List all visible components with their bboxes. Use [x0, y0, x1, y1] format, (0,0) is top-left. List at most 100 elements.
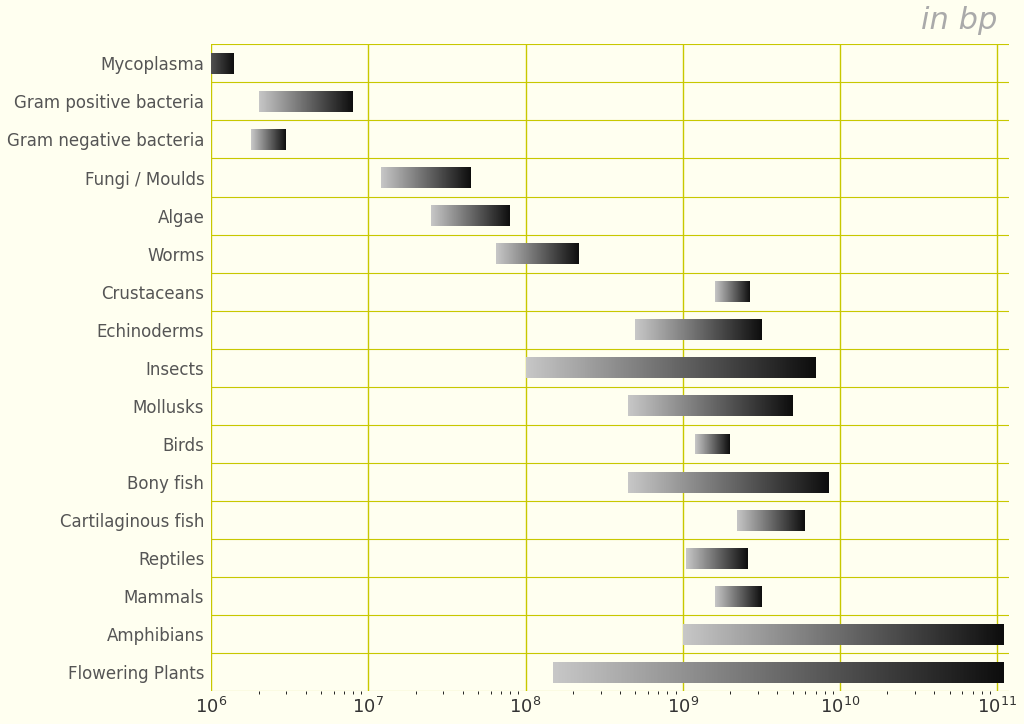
Bar	[700, 662, 701, 683]
Bar	[957, 624, 958, 645]
Bar	[837, 624, 838, 645]
Bar	[648, 662, 649, 683]
Bar	[727, 624, 728, 645]
Bar	[756, 624, 757, 645]
Bar	[811, 624, 812, 645]
Bar	[627, 662, 629, 683]
Bar	[626, 662, 627, 683]
Bar	[780, 662, 781, 683]
Bar	[756, 662, 758, 683]
Bar	[760, 624, 761, 645]
Bar	[948, 624, 949, 645]
Bar	[994, 662, 996, 683]
Bar	[693, 624, 694, 645]
Bar	[955, 662, 957, 683]
Bar	[696, 662, 697, 683]
Bar	[980, 662, 981, 683]
Bar	[621, 662, 623, 683]
Bar	[838, 624, 839, 645]
Bar	[743, 662, 745, 683]
Bar	[887, 662, 888, 683]
Bar	[934, 624, 935, 645]
Bar	[996, 662, 997, 683]
Bar	[738, 624, 739, 645]
Bar	[819, 662, 820, 683]
Bar	[804, 662, 806, 683]
Bar	[640, 662, 642, 683]
Bar	[852, 624, 853, 645]
Bar	[773, 624, 775, 645]
Bar	[994, 624, 995, 645]
Bar	[758, 662, 759, 683]
Bar	[909, 662, 910, 683]
Bar	[901, 662, 903, 683]
Bar	[617, 662, 620, 683]
Bar	[970, 624, 971, 645]
Bar	[772, 624, 773, 645]
Bar	[974, 662, 975, 683]
Bar	[831, 624, 833, 645]
Bar	[690, 662, 691, 683]
Bar	[575, 662, 578, 683]
Bar	[853, 624, 854, 645]
Bar	[636, 662, 637, 683]
Bar	[598, 662, 600, 683]
Bar	[816, 624, 817, 645]
Bar	[989, 624, 990, 645]
Bar	[808, 662, 810, 683]
Bar	[972, 624, 973, 645]
Bar	[564, 662, 565, 683]
Bar	[904, 624, 905, 645]
Bar	[565, 662, 566, 683]
Bar	[671, 662, 672, 683]
Bar	[694, 624, 695, 645]
Bar	[861, 662, 862, 683]
Bar	[589, 662, 591, 683]
Bar	[988, 624, 989, 645]
Bar	[949, 662, 951, 683]
Bar	[696, 624, 697, 645]
Bar	[587, 662, 588, 683]
Bar	[813, 662, 814, 683]
Bar	[991, 662, 993, 683]
Bar	[746, 662, 749, 683]
Bar	[637, 662, 639, 683]
Bar	[556, 662, 558, 683]
Bar	[720, 662, 721, 683]
Bar	[608, 662, 610, 683]
Bar	[735, 662, 736, 683]
Bar	[842, 624, 843, 645]
Bar	[810, 624, 811, 645]
Bar	[870, 624, 872, 645]
Bar	[906, 624, 907, 645]
Bar	[877, 624, 878, 645]
Bar	[940, 624, 941, 645]
Bar	[755, 662, 756, 683]
Bar	[624, 662, 626, 683]
Bar	[814, 624, 815, 645]
Bar	[936, 662, 937, 683]
Bar	[716, 624, 717, 645]
Bar	[578, 662, 579, 683]
Bar	[697, 662, 698, 683]
Bar	[966, 624, 967, 645]
Bar	[645, 662, 646, 683]
Bar	[820, 662, 822, 683]
Bar	[759, 624, 760, 645]
Bar	[885, 624, 886, 645]
Bar	[803, 662, 804, 683]
Text: in bp: in bp	[922, 6, 997, 35]
Bar	[993, 624, 994, 645]
Bar	[909, 624, 910, 645]
Bar	[781, 662, 783, 683]
Bar	[837, 662, 839, 683]
Bar	[897, 624, 898, 645]
Bar	[714, 662, 716, 683]
Bar	[933, 624, 934, 645]
Bar	[973, 624, 974, 645]
Bar	[834, 624, 835, 645]
Bar	[887, 624, 888, 645]
Bar	[987, 624, 988, 645]
Bar	[900, 624, 901, 645]
Bar	[762, 662, 763, 683]
